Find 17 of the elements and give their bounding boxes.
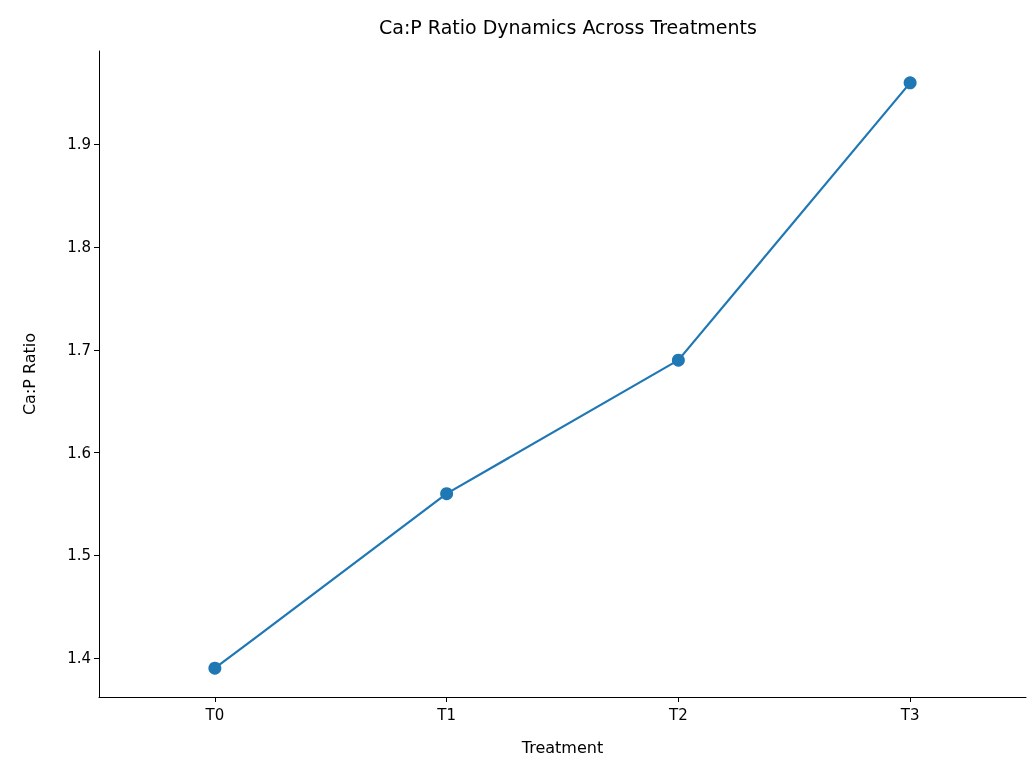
y-axis-title: Ca:P Ratio xyxy=(19,332,39,416)
point xyxy=(671,353,685,367)
x-tick-label: T2 xyxy=(668,705,688,724)
y-tick-label: 1.5 xyxy=(67,546,91,565)
x-tick-label: T0 xyxy=(204,705,225,724)
x-tick-label: T3 xyxy=(899,705,920,724)
y-tick-label: 1.6 xyxy=(67,443,91,462)
point xyxy=(208,661,222,675)
chart-title: Ca:P Ratio Dynamics Across Treatments xyxy=(379,15,757,38)
y-tick-label: 1.8 xyxy=(67,238,91,257)
y-tick-label: 1.9 xyxy=(67,135,91,154)
x-axis-title: Treatment xyxy=(520,737,604,757)
y-tick-label: 1.4 xyxy=(67,648,91,667)
x-tick-label: T1 xyxy=(436,705,456,724)
point xyxy=(903,76,917,90)
y-tick-label: 1.7 xyxy=(67,340,91,359)
point xyxy=(440,487,454,501)
